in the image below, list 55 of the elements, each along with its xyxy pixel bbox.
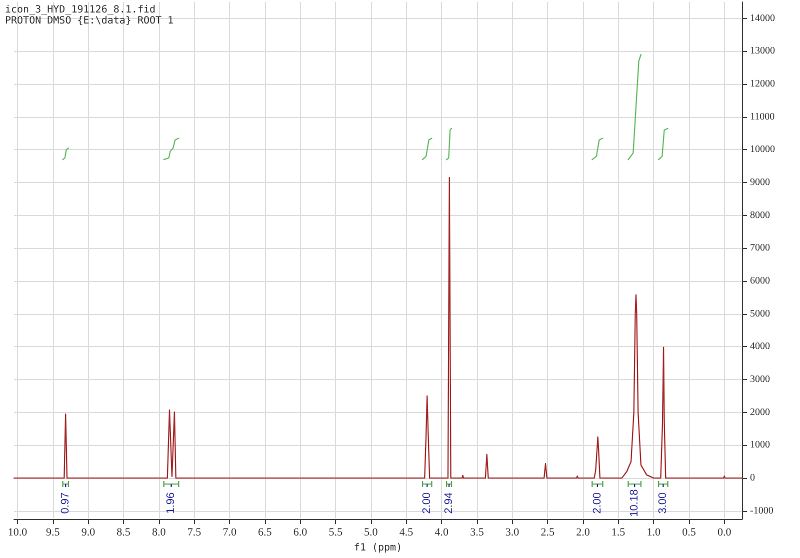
x-tick-label: 4.0 [434,526,449,539]
x-tick-label: 10.0 [8,526,28,539]
chart-title: icon_3_HYD_191126_8.1.fid [5,4,156,16]
y-tick-label: 4000 [750,341,770,352]
x-tick-label: 6.5 [258,526,272,539]
line-series [13,177,743,479]
text: PROTON DMSO {E:\data} ROOT 1 [5,16,174,26]
x-tick-label: 5.0 [364,526,378,539]
y-tick-label: 13000 [750,46,775,57]
x-tick-label: 4.5 [399,526,414,539]
y-tick-label: 10000 [750,144,775,156]
x-tick-label: 3.5 [470,526,484,539]
y-tick-label: 9000 [750,177,770,188]
x-tick-label: 2.5 [540,526,556,539]
x-tick-label: 1.5 [611,526,626,539]
line-series [62,148,70,160]
x-tick-label: 6.0 [293,526,308,539]
y-tick-label: 8000 [750,210,770,221]
annotation: 0.97 [60,492,72,514]
y-tick-label: 5000 [750,308,770,320]
line-series [592,138,604,160]
x-tick-label: 7.5 [187,526,202,539]
y-tick-label: 12000 [750,78,775,90]
y-tick-label: 0 [750,472,755,484]
line-series [163,138,180,160]
x-tick-label: 8.5 [116,526,131,539]
y-tick-label: 7000 [750,242,770,254]
x-tick-label: 0.5 [682,526,696,539]
x-tick-label: 1.0 [646,526,662,539]
annotation: 2.94 [442,492,455,514]
annotation: 2.00 [591,492,604,514]
x-tick-label: 8.0 [152,526,166,539]
y-tick-label: -1000 [750,505,774,516]
line-series [658,128,668,160]
x-tick-label: 0.0 [717,526,732,539]
y-tick-label: 11000 [750,111,775,122]
x-tick-label: 9.0 [81,526,96,539]
y-tick-label: 6000 [750,276,770,287]
annotation: 1.96 [165,492,178,514]
x-axis-title: f1 (ppm) [354,542,402,554]
line-series [422,138,432,160]
x-tick-label: 5.5 [328,526,343,539]
y-tick-label: 3000 [750,374,770,386]
x-tick-label: 3.0 [505,526,520,539]
x-tick-label: 2.0 [576,526,590,539]
line-series [628,54,642,160]
y-tick-label: 1000 [750,440,770,451]
annotation: 10.18 [628,489,640,517]
annotation: 3.00 [657,492,670,514]
line-series [446,128,452,160]
x-tick-label: 9.5 [46,526,60,539]
y-tick-label: 2000 [750,406,770,418]
y-tick-label: 14000 [750,12,775,24]
annotation: 2.00 [421,492,434,514]
x-tick-label: 7.0 [222,526,237,539]
